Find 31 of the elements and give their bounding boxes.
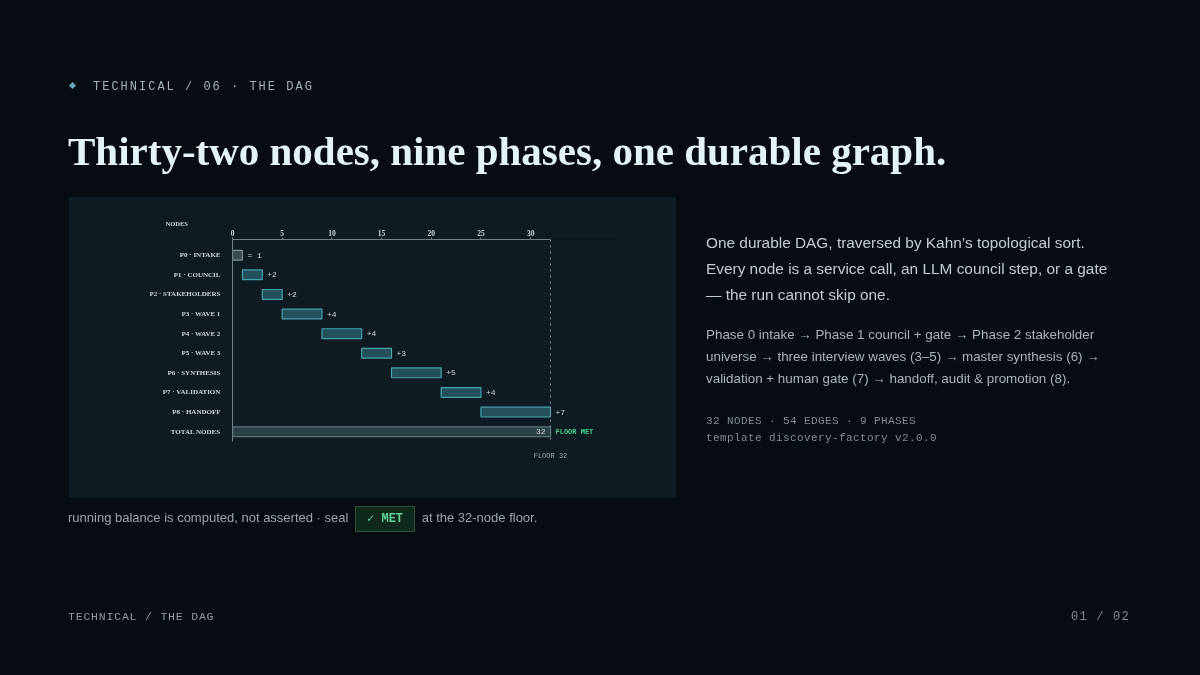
data-label: +5 [446,368,456,378]
text: Phase 0 intake → Phase 1 council + gate → Phase 2 stakeholder universe → three interview waves (3–5) → master synthesis (6) → validation + human gate (7) → handoff, audit & promotion (8). [706,326,1101,388]
text: template discovery-factory v2.0.0 [706,431,938,446]
bar [440,386,482,398]
text: running balance is computed, not asserted · seal [68,510,349,525]
data-label: 32 [535,427,546,437]
data-label: +4 [326,309,337,319]
text: TECHNICAL / THE DAG [68,609,215,625]
chart-title: Thirty-two nodes, nine phases, one durable graph. [68,127,947,176]
bar [321,328,363,340]
bar [390,367,442,379]
bar [232,426,552,438]
text: ✓ MET [355,506,416,532]
bar [232,249,244,261]
bar [281,308,323,320]
bar [480,406,552,418]
bar [261,288,283,300]
text: One durable DAG, traversed by Kahn’s topological sort. Every node is a service call, an LLM council step, or a gate — the run cannot skip one. [706,233,1109,305]
text: 01 / 02 [1071,609,1130,626]
data-label: +4 [366,329,377,339]
data-label: = 1 [247,250,263,260]
data-label: +3 [396,348,407,358]
data-label: +2 [287,289,297,299]
data-label: +4 [485,387,496,397]
bar [361,347,393,359]
text: 32 NODES · 54 EDGES · 9 PHASES [706,414,917,429]
text: at the 32-node floor. [421,510,538,525]
data-label: +7 [555,407,566,417]
data-label: +2 [267,270,278,280]
text: TECHNICAL / 06 · THE DAG [92,79,314,96]
bar [241,269,263,281]
